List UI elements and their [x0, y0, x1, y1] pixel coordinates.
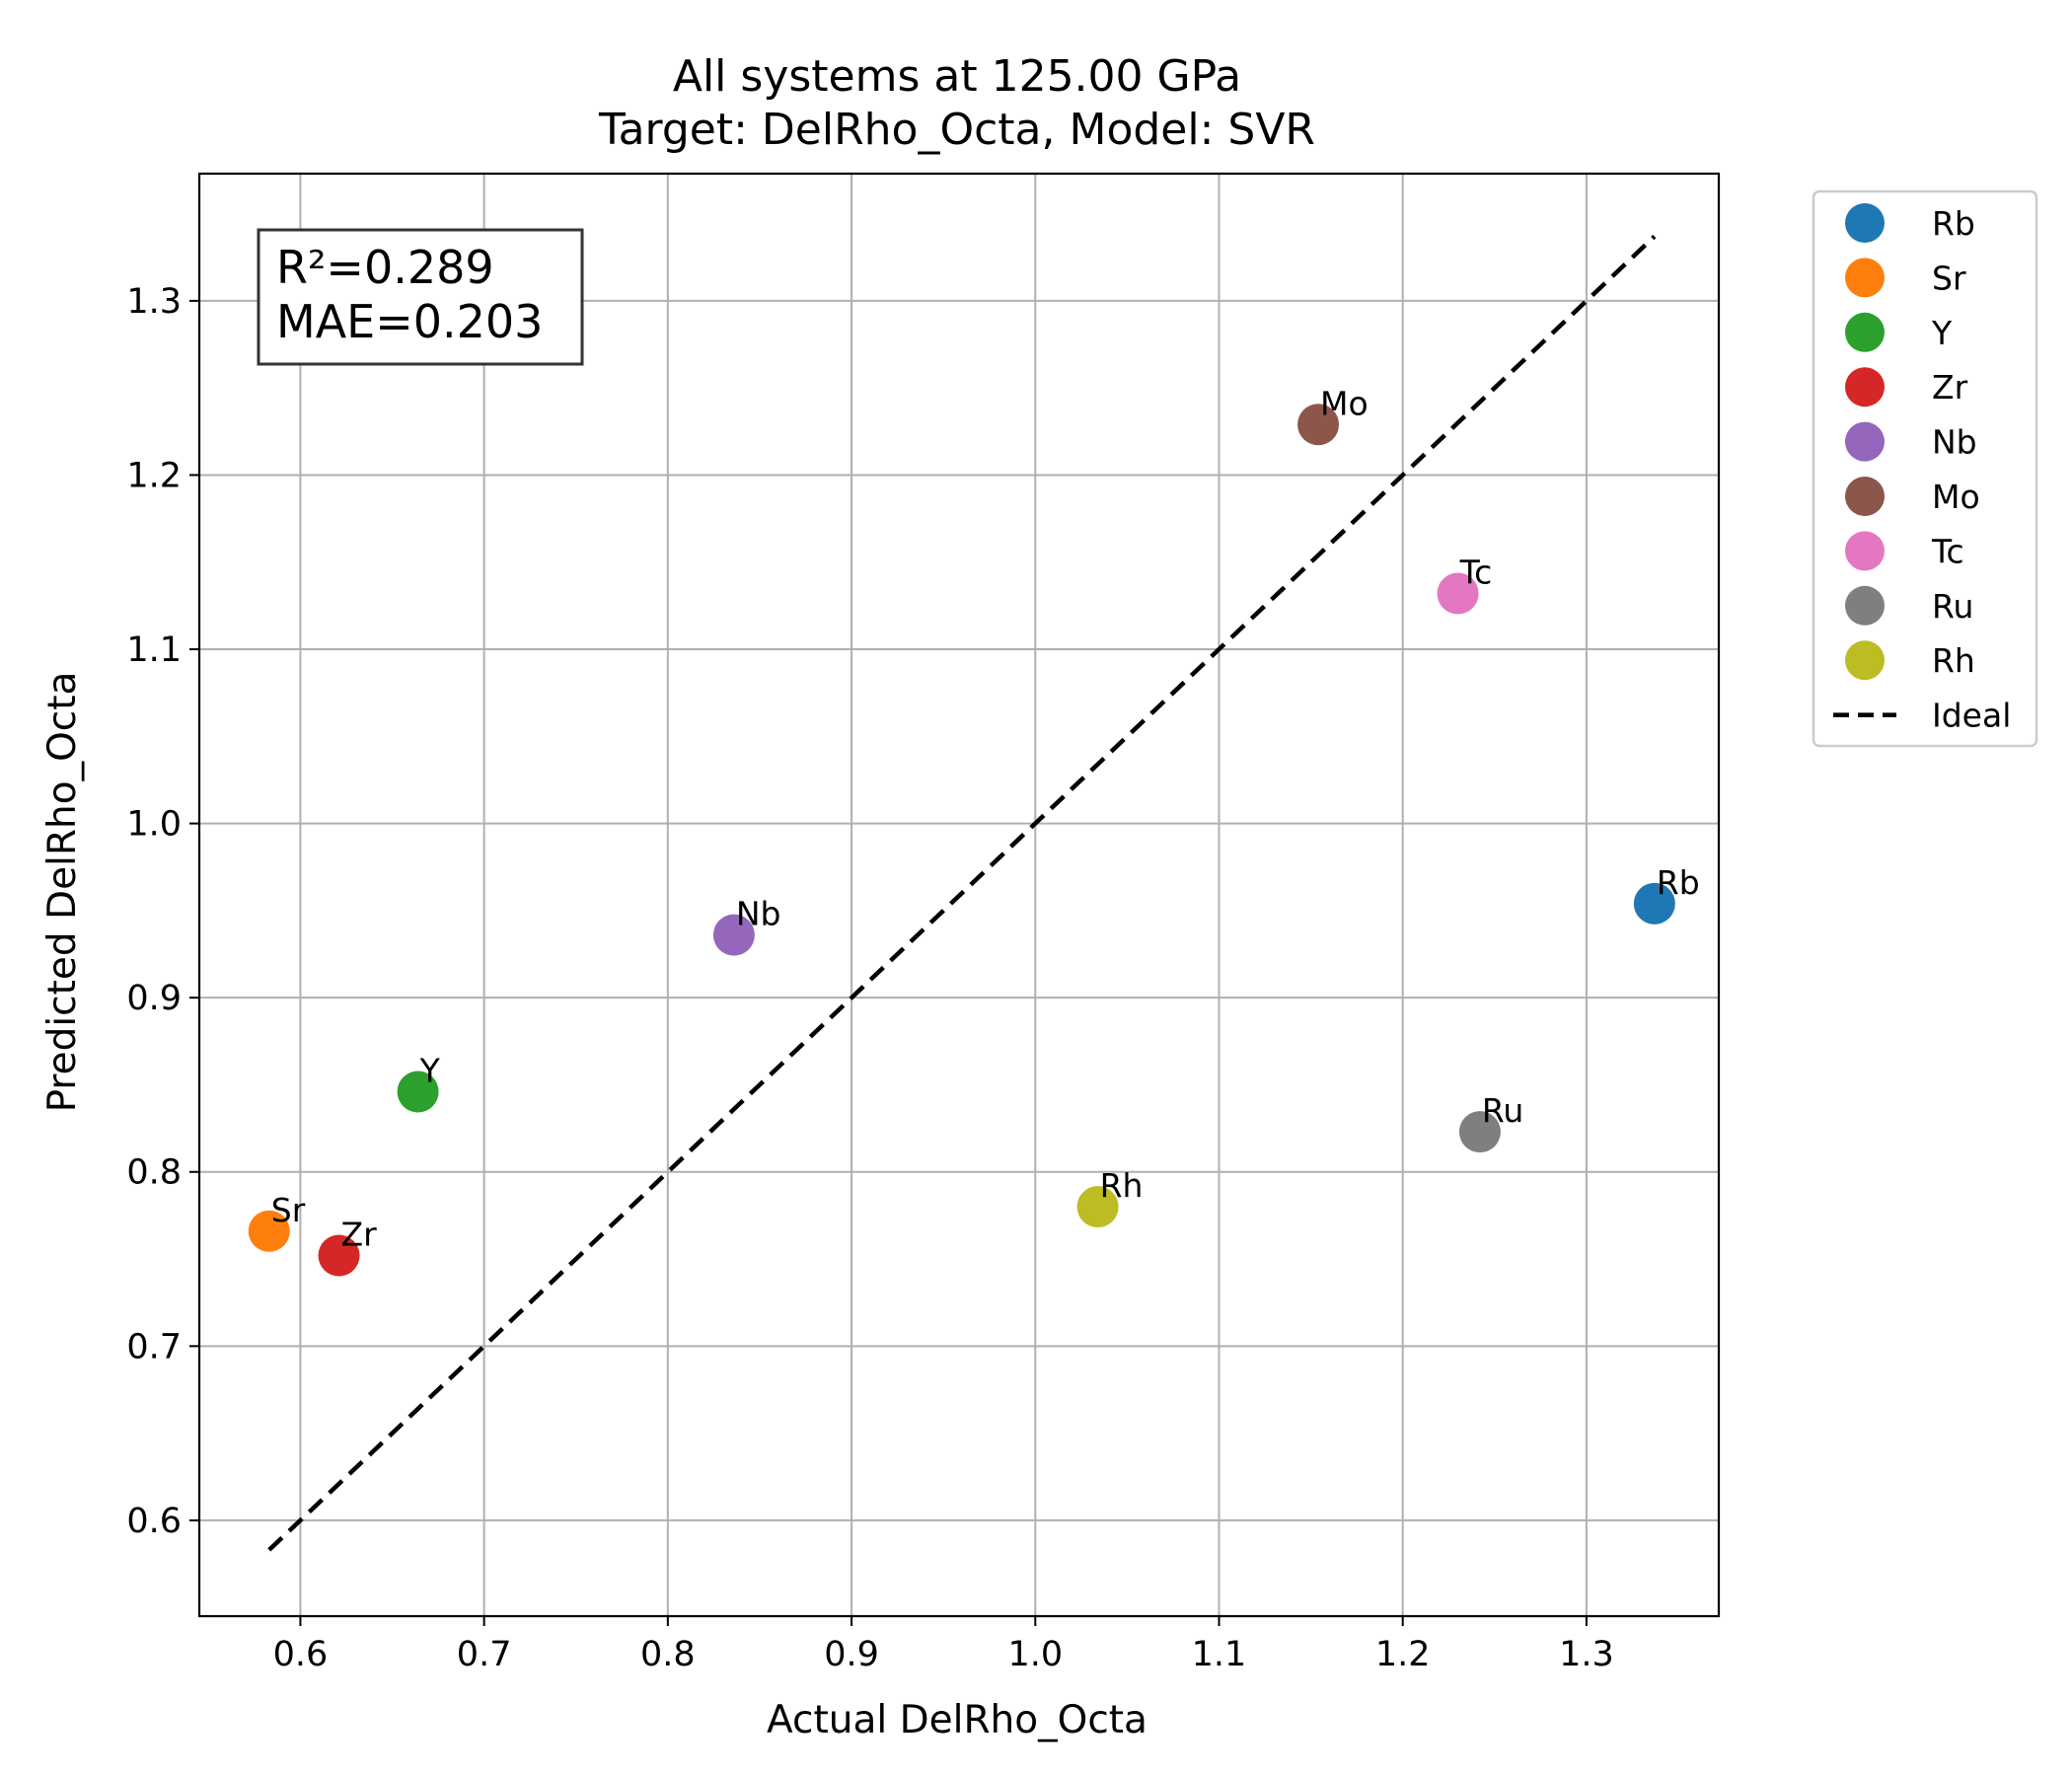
legend-label-y: Y: [1931, 314, 1953, 352]
legend-label-ideal: Ideal: [1932, 697, 2011, 735]
x-tick-label: 1.3: [1559, 1635, 1614, 1674]
grid-lines: [199, 174, 1719, 1616]
point-labels: Rb Sr Y Zr Nb Mo Tc Ru Rh: [271, 384, 1700, 1253]
x-tick-label: 0.7: [457, 1635, 512, 1674]
point-label-mo: Mo: [1320, 384, 1369, 422]
y-axis-label: Predicted DelRho_Octa: [40, 672, 85, 1113]
y-tick-label: 1.1: [126, 630, 182, 670]
r2-value: R²=0.289: [276, 241, 494, 294]
x-tick-label: 1.0: [1007, 1635, 1063, 1674]
x-tick-label: 1.2: [1375, 1635, 1431, 1674]
point-rh: [1076, 1186, 1119, 1228]
point-label-sr: Sr: [271, 1191, 306, 1229]
y-tick-label: 0.7: [126, 1327, 182, 1367]
x-tick-label: 0.8: [640, 1635, 696, 1674]
legend-marker-tc: [1845, 531, 1885, 571]
point-label-rh: Rh: [1100, 1166, 1144, 1205]
y-tick-label: 1.3: [126, 282, 182, 322]
y-axis-ticks: 0.6 0.7 0.8 0.9 1.0 1.1 1.2 1.3: [126, 282, 199, 1541]
legend-label-sr: Sr: [1932, 259, 1966, 297]
legend-marker-zr: [1845, 367, 1885, 407]
legend-label-ru: Ru: [1932, 587, 1973, 626]
x-axis-ticks: 0.6 0.7 0.8 0.9 1.0 1.1 1.2 1.3: [273, 1616, 1614, 1674]
y-tick-label: 0.6: [126, 1502, 182, 1541]
data-points: [248, 404, 1675, 1277]
y-tick-label: 0.8: [126, 1153, 182, 1193]
stats-box: R²=0.289 MAE=0.203: [257, 228, 584, 366]
chart-subtitle: Target: DelRho_Octa, Model: SVR: [598, 105, 1315, 155]
legend-label-rh: Rh: [1932, 641, 1975, 680]
point-label-zr: Zr: [341, 1216, 378, 1254]
x-tick-label: 1.1: [1192, 1635, 1247, 1674]
ideal-line: [267, 234, 1657, 1552]
legend-marker-rh: [1845, 640, 1885, 681]
mae-value: MAE=0.203: [276, 295, 543, 348]
x-axis-label: Actual DelRho_Octa: [767, 1698, 1147, 1742]
legend-marker-mo: [1845, 477, 1885, 516]
y-tick-label: 1.0: [126, 805, 182, 845]
legend-marker-nb: [1845, 421, 1885, 462]
point-ru: [1458, 1111, 1501, 1153]
plot-frame: [197, 172, 1721, 1618]
y-tick-label: 1.2: [126, 456, 182, 495]
x-tick-label: 0.6: [273, 1635, 329, 1674]
point-label-rb: Rb: [1657, 863, 1700, 902]
point-zr: [318, 1234, 360, 1277]
y-tick-label: 0.9: [126, 979, 182, 1018]
point-sr: [248, 1210, 290, 1252]
legend-marker-y: [1845, 312, 1885, 352]
legend-label-nb: Nb: [1932, 423, 1977, 462]
point-rb: [1633, 882, 1675, 925]
point-label-ru: Ru: [1482, 1091, 1523, 1130]
point-tc: [1437, 572, 1479, 615]
x-tick-label: 0.9: [824, 1635, 879, 1674]
point-y: [397, 1071, 439, 1113]
ideal-line-group: [267, 234, 1657, 1552]
chart-title: All systems at 125.00 GPa: [673, 51, 1241, 102]
point-label-tc: Tc: [1459, 554, 1493, 592]
point-nb: [712, 914, 755, 956]
legend-label-tc: Tc: [1931, 532, 1964, 570]
legend-label-zr: Zr: [1932, 368, 1968, 407]
point-mo: [1297, 404, 1340, 446]
legend-marker-rb: [1845, 203, 1885, 243]
point-label-y: Y: [419, 1052, 441, 1090]
legend-marker-sr: [1845, 258, 1885, 298]
legend-marker-ru: [1845, 585, 1885, 626]
legend-label-rb: Rb: [1932, 204, 1975, 243]
point-label-nb: Nb: [736, 895, 781, 933]
legend-label-mo: Mo: [1932, 478, 1980, 516]
stats-box-frame: [257, 228, 584, 366]
legend: Rb Sr Y Zr Nb Mo Tc Ru Rh Ideal: [1812, 189, 2038, 748]
